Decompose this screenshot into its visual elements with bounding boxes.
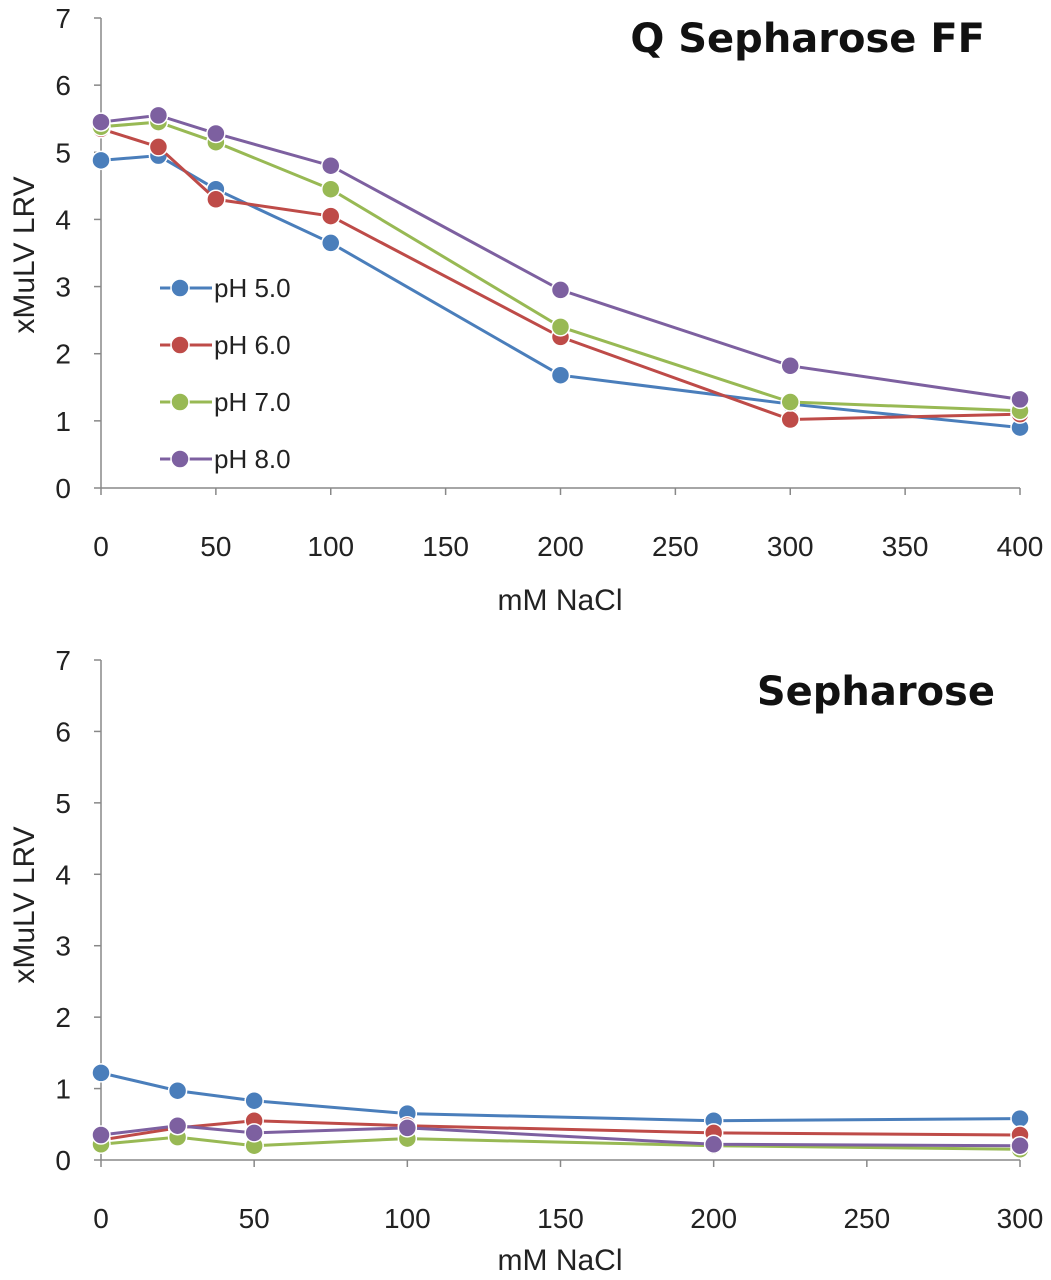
data-point-ph-8-0	[91, 112, 111, 132]
data-point-ph-8-0	[206, 123, 226, 144]
y-tick-label: 5	[55, 137, 71, 168]
chart-sepharose: Sepharose mM NaCl xMuLV LRV 0 1 2 3 4 5 6 7 0 50 1…	[8, 645, 1043, 1277]
y-tick-label: 4	[55, 204, 71, 235]
data-point-ph-6-0	[148, 137, 169, 157]
y-tick-label: 6	[55, 716, 71, 747]
chart-title: Q Sepharose FF	[630, 16, 985, 62]
legend-marker	[170, 335, 190, 355]
data-point-ph-6-0	[206, 189, 226, 210]
data-point-ph-5-0	[91, 150, 111, 171]
x-tick-label: 0	[93, 531, 109, 562]
x-tick-label: 150	[537, 1203, 584, 1234]
x-tick-label: 400	[997, 531, 1044, 562]
y-tick-label: 2	[55, 1002, 71, 1033]
data-point-ph-7-0	[780, 392, 800, 412]
y-tick-label: 3	[55, 931, 71, 962]
data-point-ph-8-0	[167, 1115, 188, 1136]
x-tick-label: 200	[537, 531, 584, 562]
data-point-ph-5-0	[550, 365, 571, 385]
data-point-ph-8-0	[91, 1125, 111, 1145]
x-tick-label: 100	[307, 531, 354, 562]
x-tick-label: 50	[239, 1203, 270, 1234]
data-point-ph-8-0	[397, 1118, 418, 1138]
series-line-ph-6-0	[100, 1119, 1021, 1142]
y-tick-label: 4	[55, 859, 71, 890]
data-point-ph-5-0	[321, 233, 341, 253]
x-axis-title: mM NaCl	[498, 1244, 623, 1277]
legend-label: pH 6.0	[214, 330, 291, 360]
data-point-ph-6-0	[780, 409, 800, 430]
legend-marker	[170, 392, 190, 412]
y-tick-label: 1	[55, 406, 71, 437]
data-point-ph-6-0	[321, 206, 341, 226]
data-point-ph-8-0	[321, 155, 341, 176]
y-axis-title: xMuLV LRV	[8, 176, 41, 333]
x-tick-label: 150	[422, 531, 469, 562]
y-tick-label: 2	[55, 339, 71, 370]
chart-title: Sepharose	[757, 669, 995, 715]
legend-marker	[170, 449, 190, 469]
data-point-ph-8-0	[1010, 389, 1030, 410]
x-tick-label: 250	[843, 1203, 890, 1234]
y-tick-label: 1	[55, 1074, 71, 1105]
y-tick-label: 5	[55, 788, 71, 819]
series-line-ph-8-0	[100, 1124, 1021, 1148]
data-point-ph-8-0	[1010, 1135, 1030, 1156]
data-point-ph-8-0	[550, 280, 571, 300]
y-tick-label: 3	[55, 272, 71, 303]
y-tick-label: 7	[55, 3, 71, 34]
data-point-ph-7-0	[321, 179, 341, 199]
data-point-ph-8-0	[703, 1134, 724, 1155]
x-tick-label: 100	[384, 1203, 431, 1234]
x-tick-label: 0	[93, 1203, 109, 1234]
x-tick-label: 50	[200, 531, 231, 562]
legend-label: pH 8.0	[214, 444, 291, 474]
chart-q-sepharose-ff: Q Sepharose FF mM NaCl xMuLV LRV 0 1 2 3 4 5 6…	[8, 3, 1043, 617]
legend-label: pH 7.0	[214, 387, 291, 417]
y-axis-title: xMuLV LRV	[8, 826, 41, 983]
data-point-ph-5-0	[167, 1080, 188, 1101]
y-tick-label: 0	[55, 1145, 71, 1176]
x-tick-label: 350	[882, 531, 929, 562]
y-tick-label: 0	[55, 473, 71, 504]
x-axis-title: mM NaCl	[498, 584, 623, 617]
legend-marker	[170, 278, 190, 298]
data-point-ph-5-0	[91, 1063, 111, 1083]
x-tick-label: 200	[690, 1203, 737, 1234]
data-point-ph-5-0	[1010, 1108, 1030, 1129]
y-tick-label: 7	[55, 645, 71, 676]
data-point-ph-5-0	[244, 1090, 264, 1111]
data-point-ph-7-0	[550, 317, 571, 337]
series-line-ph-7-0	[100, 1135, 1021, 1151]
y-tick-label: 6	[55, 70, 71, 101]
data-point-ph-8-0	[148, 105, 169, 126]
legend-label: pH 5.0	[214, 273, 291, 303]
data-point-ph-8-0	[244, 1123, 264, 1143]
x-tick-label: 250	[652, 531, 699, 562]
data-point-ph-8-0	[780, 356, 800, 376]
x-tick-label: 300	[997, 1203, 1044, 1234]
series-line-ph-5-0	[100, 1071, 1021, 1123]
x-tick-label: 300	[767, 531, 814, 562]
